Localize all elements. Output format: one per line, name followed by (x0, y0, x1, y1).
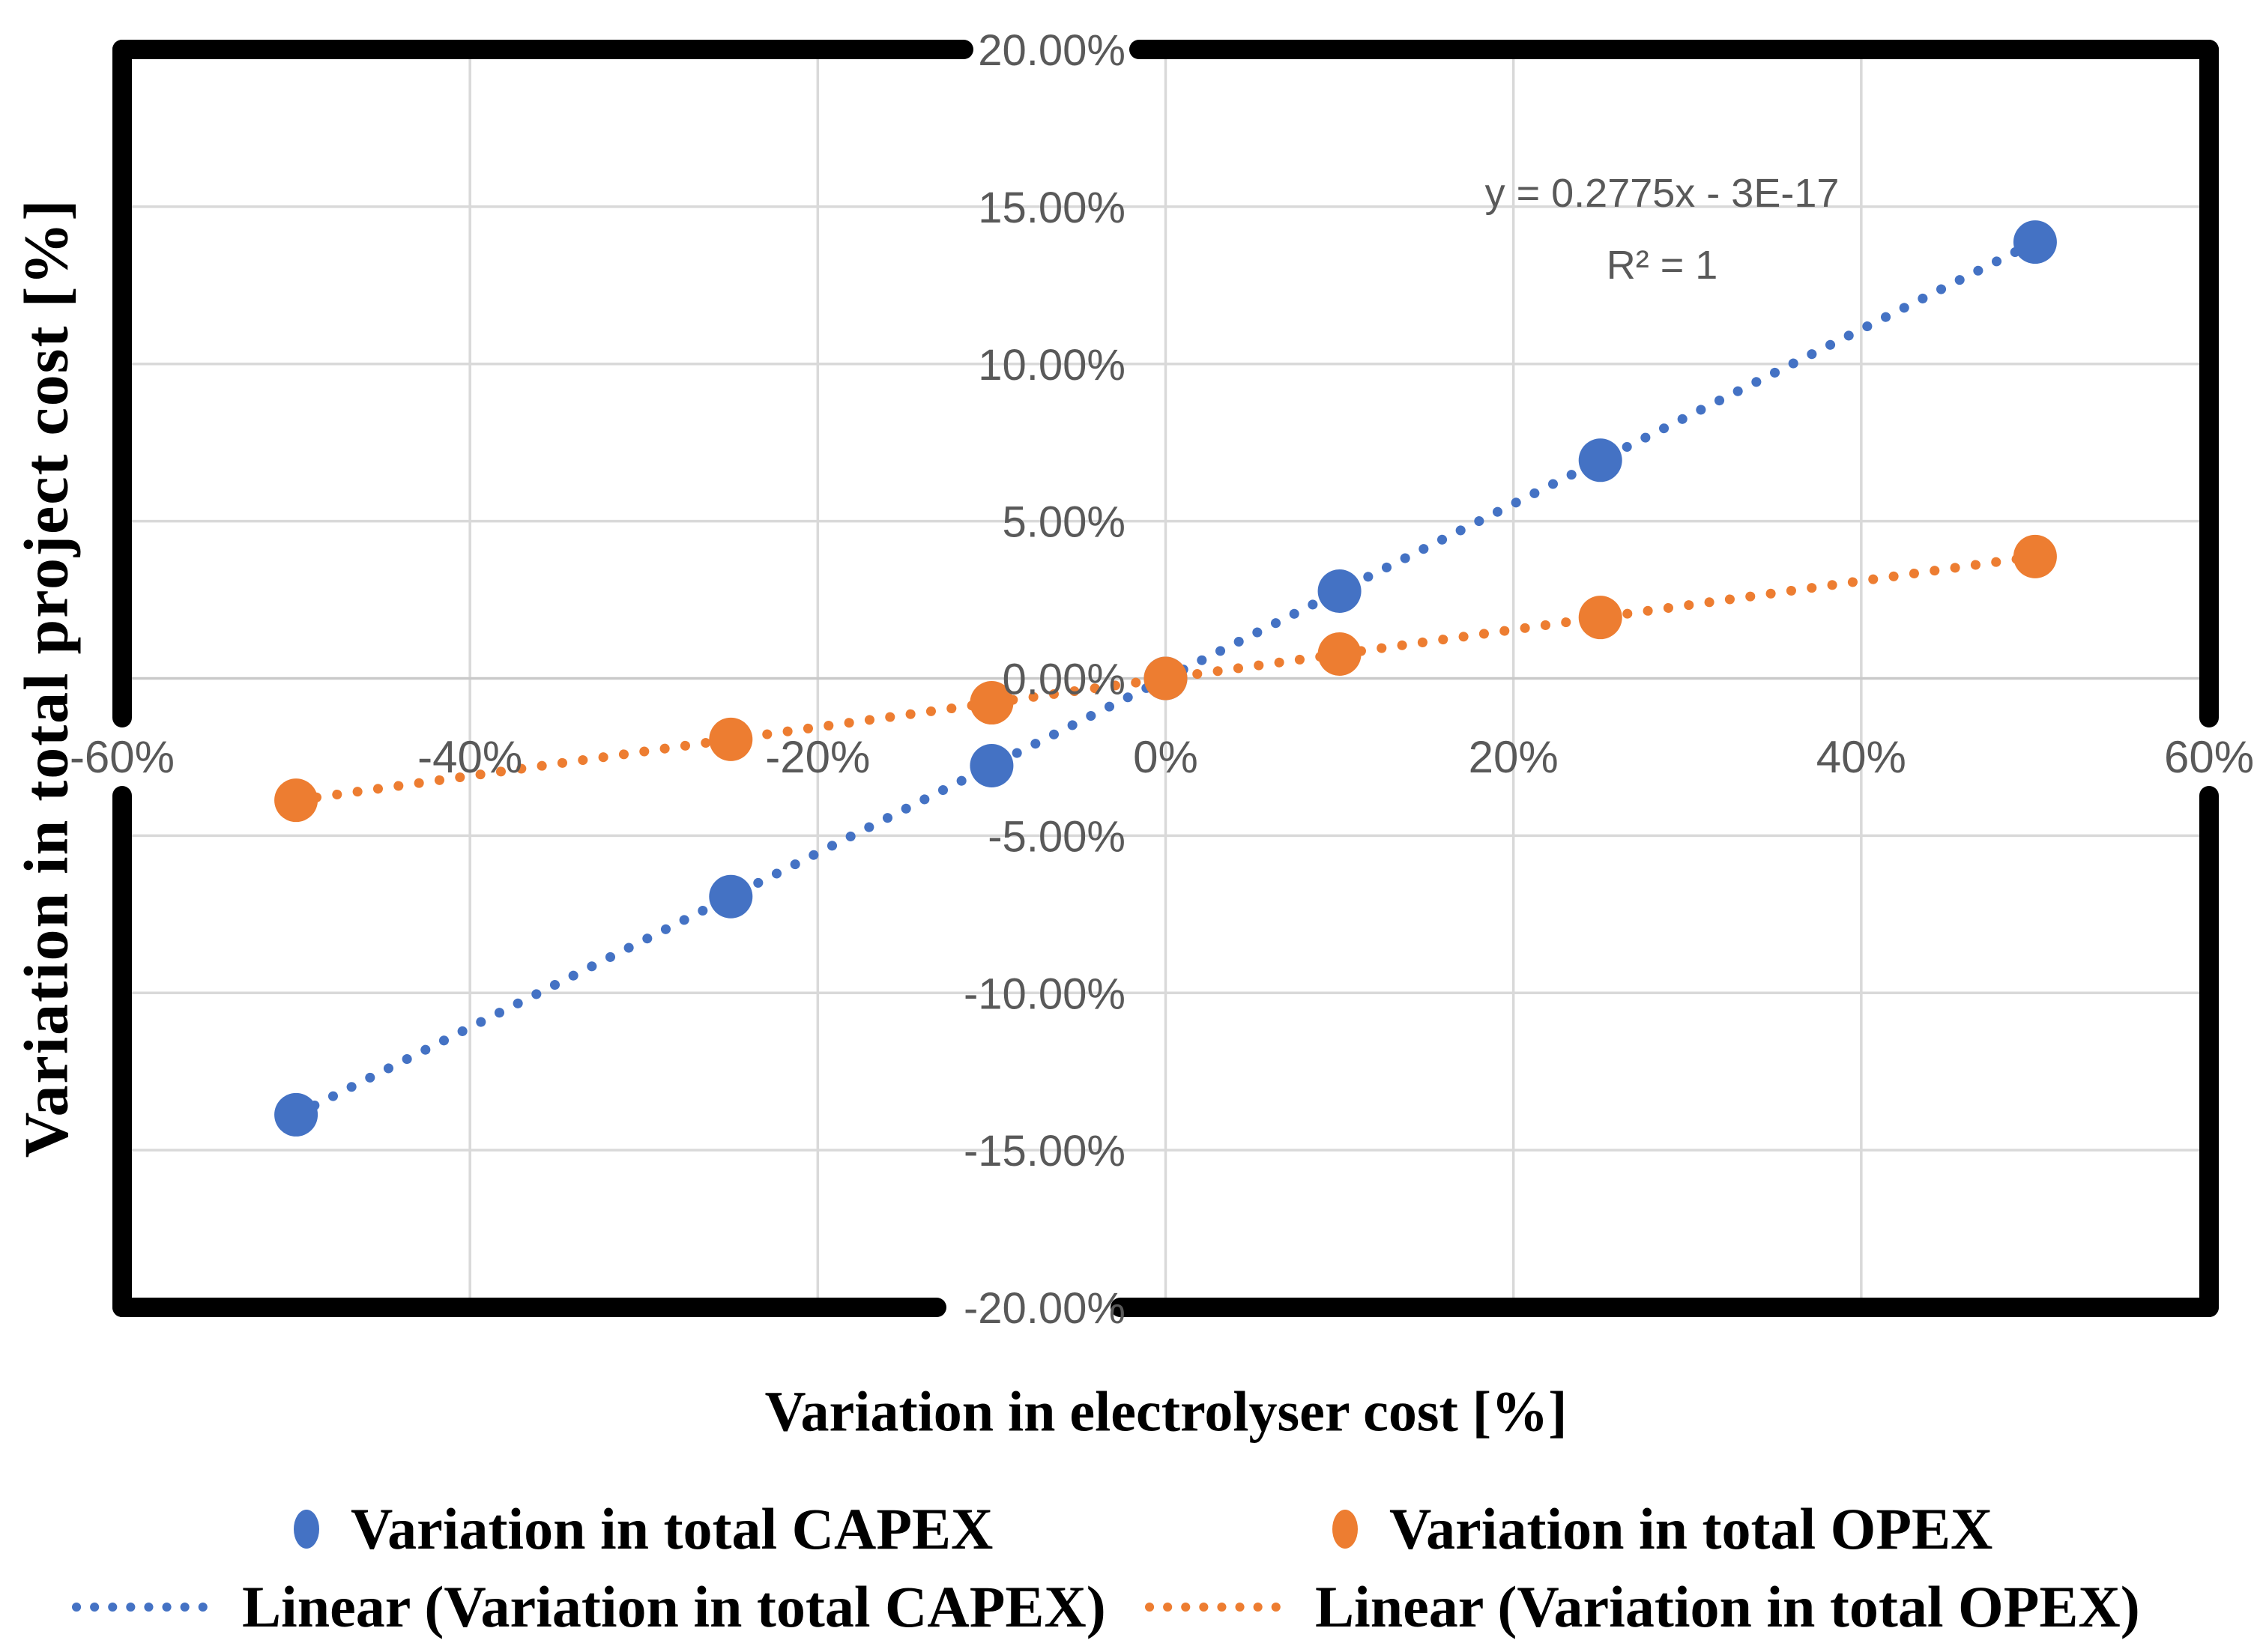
dotted-line-sample (72, 1603, 225, 1612)
capex-legend-marker-icon (294, 1510, 319, 1549)
y-tick-label: 10.00% (978, 341, 1126, 390)
legend-item-linear-capex: Linear (Variation in total CAPEX) (71, 1573, 1106, 1641)
legend-label-opex: Variation in total OPEX (1389, 1496, 1993, 1561)
capex-data-point (274, 1092, 318, 1137)
opex-data-point (1578, 596, 1622, 640)
x-tick-label: 0% (1133, 732, 1198, 782)
capex-trendline-legend-icon (71, 1601, 226, 1613)
capex-data-point (1578, 438, 1622, 482)
x-tick-label: 40% (1816, 732, 1906, 782)
y-tick-label: 5.00% (1003, 498, 1126, 547)
y-tick-label: -20.00% (964, 1284, 1126, 1333)
legend-item-linear-opex: Linear (Variation in total OPEX) (1144, 1573, 2140, 1641)
opex-trendline (291, 551, 2040, 805)
opex-data-point (1317, 632, 1362, 676)
opex-data-point (970, 681, 1014, 725)
r-squared-label: R² = 1 (1607, 243, 1718, 288)
y-tick-label: 20.00% (978, 26, 1126, 75)
capex-data-point (2013, 220, 2057, 264)
y-tick-label: -10.00% (964, 969, 1126, 1018)
opex-data-point (709, 717, 753, 761)
legend-label-linear-capex: Linear (Variation in total CAPEX) (242, 1574, 1106, 1639)
y-tick-label: -5.00% (988, 812, 1126, 861)
x-tick-label: 60% (2164, 732, 2254, 782)
x-tick-label: 20% (1469, 732, 1559, 782)
x-tick-label: -40% (417, 732, 522, 782)
capex-data-point (1317, 569, 1362, 614)
capex-data-point (970, 743, 1014, 787)
opex-trendline-legend-icon (1144, 1601, 1299, 1613)
x-tick-label: -20% (765, 732, 870, 782)
trendline-equation: y = 0.2775x - 3E-17 (1485, 171, 1840, 216)
y-axis-title: Variation in total project cost [%] (11, 198, 82, 1158)
opex-legend-marker-icon (1332, 1510, 1358, 1549)
y-tick-label: 15.00% (978, 184, 1126, 232)
legend-item-capex: Variation in total CAPEX (294, 1495, 993, 1563)
y-tick-label: -15.00% (964, 1127, 1126, 1176)
capex-data-point (709, 874, 753, 919)
opex-data-point (2013, 534, 2057, 578)
x-axis-title: Variation in electrolyser cost [%] (764, 1380, 1568, 1444)
x-tick-label: -60% (70, 732, 175, 782)
legend-item-opex: Variation in total OPEX (1332, 1495, 1992, 1563)
opex-data-point (274, 778, 318, 823)
legend-label-capex: Variation in total CAPEX (351, 1496, 994, 1561)
opex-data-point (1143, 656, 1188, 701)
dotted-line-sample (1145, 1603, 1298, 1612)
y-tick-label: 0.00% (1003, 656, 1126, 704)
legend-label-linear-opex: Linear (Variation in total OPEX) (1315, 1574, 2140, 1639)
